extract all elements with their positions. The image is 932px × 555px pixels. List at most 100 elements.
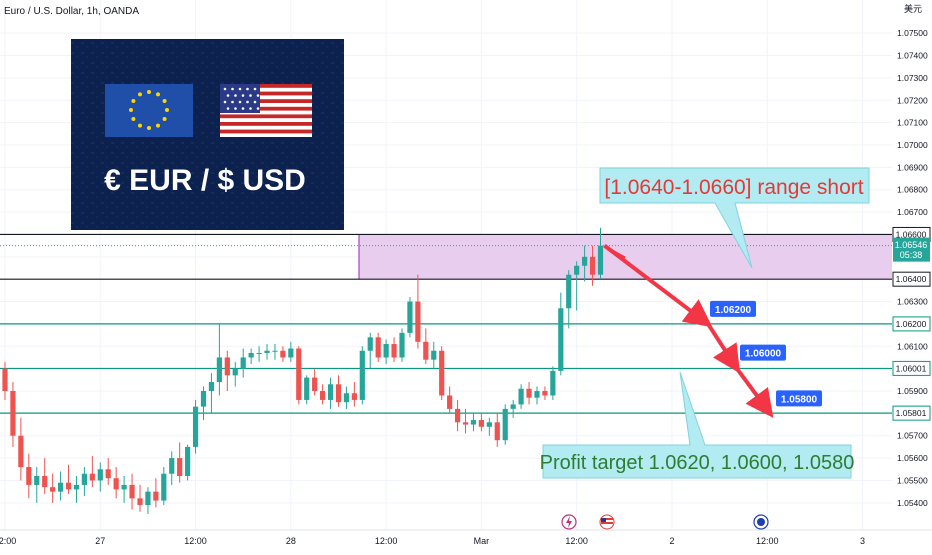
time-tick-label: 12:00 <box>565 536 588 546</box>
us-stripe <box>220 129 312 134</box>
price-tick-label: 1.06900 <box>897 162 928 172</box>
range-short-text: [1.0640-1.0660] range short <box>604 176 863 199</box>
horizontal-levels <box>0 233 892 414</box>
target-label-box <box>710 300 756 317</box>
us-stripe <box>220 84 312 88</box>
axis-badge-text: 1.06600 <box>896 229 927 239</box>
target-label-box <box>776 390 822 407</box>
candle-body <box>18 435 24 468</box>
candle-body <box>415 301 421 342</box>
candle-body <box>264 350 270 353</box>
candle-body <box>550 370 556 396</box>
candle-body <box>423 341 429 360</box>
us-star <box>223 87 227 91</box>
us-star <box>234 94 237 97</box>
candle-body <box>542 391 548 396</box>
time-tick-label: 12:00 <box>375 536 398 546</box>
us-flag-event-icon[interactable] <box>599 514 615 530</box>
candle-body <box>526 388 532 398</box>
candle-body <box>137 498 143 506</box>
us-stripe <box>220 122 312 126</box>
candle-body <box>304 377 310 400</box>
axis-badge-text: 1.06001 <box>896 363 927 373</box>
time-tick-label: Mar <box>474 536 490 546</box>
eu-star <box>162 99 167 103</box>
candle-body <box>232 368 238 376</box>
symbol-title: Euro / U.S. Dollar, 1h, OANDA <box>4 6 139 17</box>
eu-star <box>138 92 142 97</box>
event-icons <box>561 514 769 530</box>
current-price-badge: 1.06546 05:38 <box>893 237 930 262</box>
candle-body <box>574 265 580 275</box>
us-star <box>231 100 234 104</box>
candle-body <box>73 484 80 490</box>
time-axis[interactable]: 12:00 27 12:00 28 12:00 Mar 12:00 2 12:00 3 <box>0 529 932 550</box>
globe-event-icon[interactable] <box>753 514 769 530</box>
us-star <box>253 100 257 104</box>
candle-body <box>10 391 16 436</box>
candle-body <box>121 484 127 490</box>
range-short-callout[interactable]: [1.0640-1.0660] range short <box>599 167 870 269</box>
time-tick-label: 2 <box>669 536 674 546</box>
axis-badge-text: 1.06200 <box>896 319 927 329</box>
candle-body <box>50 487 56 492</box>
candle-body <box>454 408 461 423</box>
candle-body <box>113 478 119 490</box>
price-tick-label: 1.05600 <box>897 453 928 463</box>
price-tick-label: 1.07000 <box>897 140 928 150</box>
candle-body <box>145 491 151 506</box>
candle-body <box>391 344 397 358</box>
us-star <box>246 100 249 104</box>
us-star <box>238 87 242 91</box>
target-label-text: 1.06000 <box>745 349 782 360</box>
price-tick-label: 1.05500 <box>897 475 928 485</box>
candle-body <box>240 357 246 369</box>
candle-body <box>447 395 453 409</box>
price-tick-label: 1.06800 <box>897 185 928 195</box>
price-tick-label: 1.06100 <box>897 341 928 351</box>
candle-body <box>272 350 278 352</box>
candle-body <box>486 422 492 427</box>
price-tick-label: 1.07100 <box>897 118 928 128</box>
time-tick-label: 3 <box>860 536 865 546</box>
us-star <box>249 94 252 97</box>
candle-body <box>34 475 40 485</box>
time-axis-bg <box>0 530 892 550</box>
price-axis-badges: 1.06600 1.06400 1.06200 1.06001 1.05801 <box>892 226 931 421</box>
time-tick-label: 12:00 <box>756 536 779 546</box>
candle-body <box>399 332 405 358</box>
candle-body <box>431 350 437 360</box>
eurusd-banner: € EUR / $ USD <box>71 39 344 230</box>
time-tick-label: 12:00 <box>184 536 207 546</box>
eu-star <box>162 117 167 121</box>
candle-body <box>582 256 588 266</box>
candle-body <box>288 348 294 358</box>
eu-flag-icon <box>105 84 193 137</box>
candle-body <box>200 391 207 407</box>
candle-body <box>589 256 596 275</box>
profit-target-callout[interactable]: Profit target 1.0620, 1.0600, 1.0580 <box>540 371 855 479</box>
time-tick-label: 27 <box>95 536 105 546</box>
target-arrow <box>735 367 774 418</box>
currency-unit: 美元 <box>904 3 922 14</box>
candle-body <box>534 391 540 398</box>
eu-star <box>138 123 142 128</box>
eu-star <box>131 99 136 103</box>
candle-body <box>383 344 389 358</box>
arrow-bend <box>603 244 626 260</box>
price-tick-label: 1.06300 <box>897 297 928 307</box>
candle-body <box>558 308 564 371</box>
candle-body <box>280 350 286 358</box>
candle-body <box>57 482 64 492</box>
lightning-icon[interactable] <box>561 514 577 530</box>
us-star <box>249 107 252 110</box>
candle-body <box>335 384 342 403</box>
price-tick-label: 1.07400 <box>897 51 928 61</box>
axis-badge-box <box>892 360 931 376</box>
candle-body <box>359 350 365 400</box>
candle-body <box>439 350 445 396</box>
axis-badge-box <box>892 405 931 421</box>
candle-body <box>312 377 318 391</box>
